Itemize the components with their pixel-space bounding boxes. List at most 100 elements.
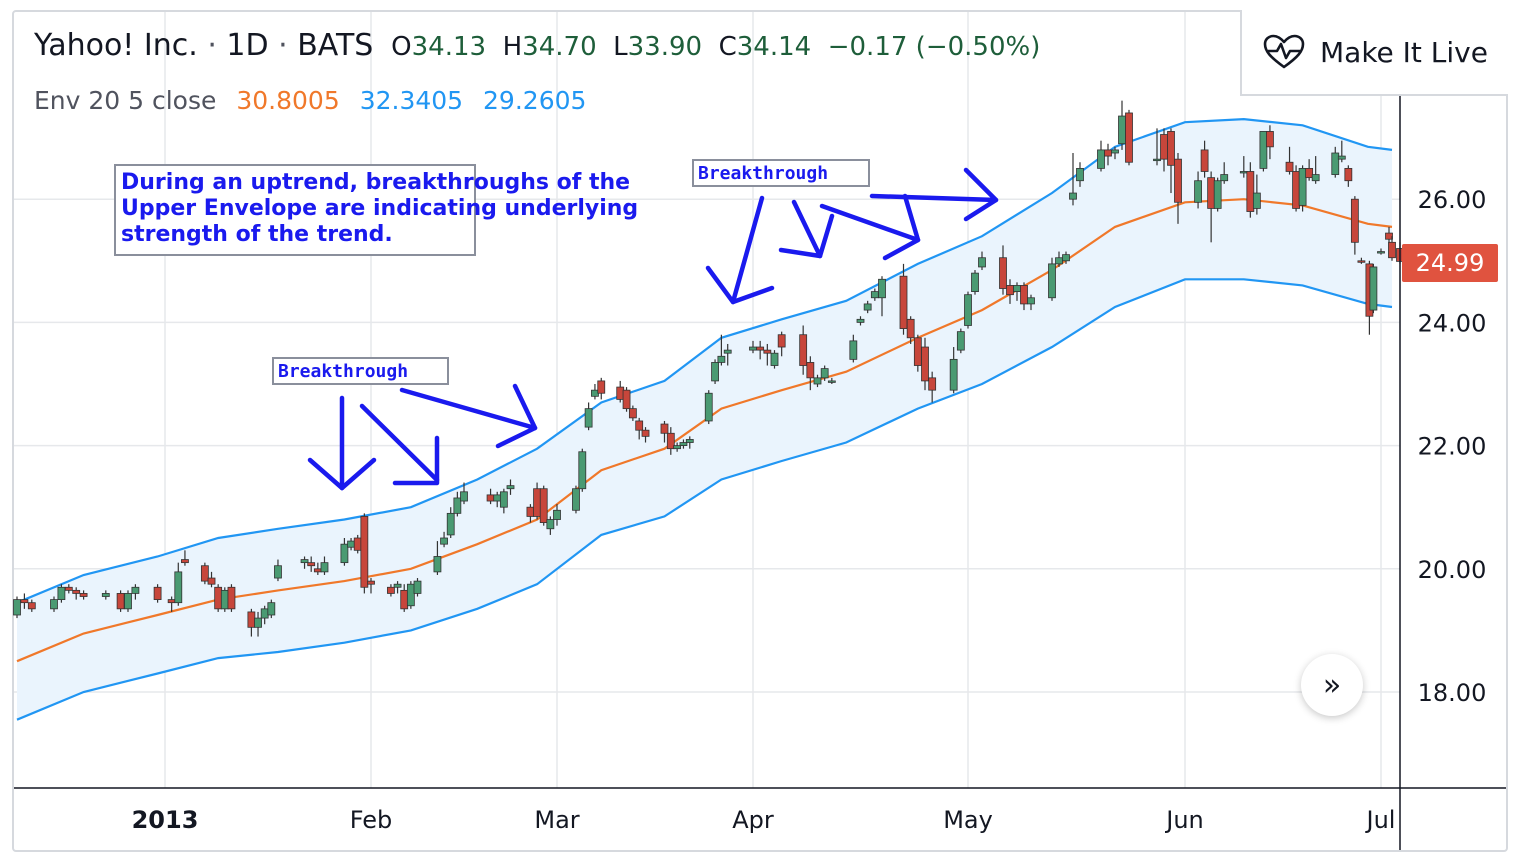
- candle-body: [499, 491, 508, 508]
- candle-body: [174, 571, 183, 604]
- candle-body: [153, 586, 162, 601]
- candle-body: [1213, 180, 1222, 209]
- ohlc-values: O34.13 H34.70 L33.90 C34.14 −0.17 (−0.50…: [391, 32, 1041, 62]
- candle-body: [622, 389, 631, 410]
- candle-body: [1174, 158, 1182, 203]
- annotation-breakthrough-1[interactable]: Breakthrough: [272, 357, 449, 385]
- candle-body: [1369, 266, 1378, 311]
- candle-body: [1259, 131, 1268, 169]
- annotation-arrowhead: [392, 435, 440, 486]
- candle-body: [533, 488, 541, 517]
- interval-label[interactable]: 1D: [226, 28, 269, 63]
- candle-body: [539, 488, 548, 524]
- candle-body: [1350, 198, 1359, 243]
- candle-body: [460, 491, 468, 502]
- indicator-legend[interactable]: Env 20 5 close 30.8005 32.3405 29.2605: [34, 86, 586, 115]
- last-price-tag: 24.99: [1402, 244, 1498, 282]
- high-value: 34.70: [522, 32, 597, 62]
- candle-body: [20, 599, 29, 604]
- annotation-breakthrough-2[interactable]: Breakthrough: [692, 159, 870, 187]
- candle-body: [72, 589, 81, 594]
- candle-body: [1207, 177, 1216, 209]
- candle-body: [666, 432, 675, 450]
- candle-body: [1266, 131, 1274, 148]
- candle-body: [1111, 149, 1119, 154]
- scroll-to-realtime-button[interactable]: »: [1301, 654, 1363, 716]
- candle-body: [493, 494, 502, 502]
- candle-body: [131, 586, 140, 594]
- candle-body: [597, 380, 606, 394]
- candle-body: [1194, 180, 1202, 203]
- indicator-name: Env 20 5 close: [34, 86, 217, 115]
- candle-body: [777, 334, 786, 348]
- x-tick-label: Feb: [350, 806, 393, 834]
- candle-body: [673, 445, 682, 450]
- candle-body: [313, 568, 322, 573]
- candle-body: [1246, 171, 1255, 212]
- candle-body: [1200, 149, 1209, 172]
- candle-body: [1069, 192, 1077, 200]
- candle-body: [167, 599, 176, 604]
- candle-body: [578, 451, 587, 490]
- basis-line: [16, 198, 1393, 663]
- candle-body: [1006, 285, 1014, 296]
- indicator-upper-value: 32.3405: [359, 86, 464, 115]
- candle-body: [827, 380, 836, 383]
- x-tick-label: Jun: [1164, 806, 1204, 834]
- candle-body: [856, 318, 865, 323]
- candle-body: [770, 352, 779, 366]
- candle-body: [1020, 285, 1028, 305]
- candle-body: [711, 362, 719, 382]
- y-tick-label: 22.00: [1418, 433, 1487, 461]
- candle-body: [274, 565, 282, 579]
- x-tick-label: 2013: [132, 806, 199, 834]
- candle-body: [220, 589, 229, 610]
- candle-body: [546, 519, 555, 530]
- candle-body: [1344, 167, 1353, 182]
- candle-body: [717, 355, 726, 363]
- x-tick-label: Jul: [1365, 806, 1396, 834]
- candle-body: [971, 272, 979, 292]
- candle-body: [400, 589, 409, 610]
- x-tick-label: Apr: [732, 806, 774, 834]
- candle-body: [863, 303, 872, 311]
- annotation-arrow: [819, 203, 921, 243]
- candle-body: [913, 337, 922, 366]
- make-it-live-label: Make It Live: [1320, 35, 1488, 69]
- candle-body: [453, 497, 462, 514]
- symbol-name[interactable]: Yahoo! Inc.: [34, 28, 198, 63]
- candle-body: [353, 537, 362, 551]
- x-tick-label: Mar: [534, 806, 579, 834]
- annotation-arrowhead: [882, 193, 921, 261]
- annotation-arrowhead: [705, 265, 775, 305]
- candle-body: [1311, 174, 1320, 182]
- candle-body: [200, 565, 209, 582]
- candle-body: [1013, 285, 1021, 293]
- candle-body: [101, 593, 110, 597]
- indicator-basis-value: 30.8005: [236, 86, 340, 115]
- open-value: 34.13: [411, 32, 487, 62]
- annotation-uptrend-note[interactable]: During an uptrend, breakthroughs of the …: [114, 164, 638, 256]
- candle-body: [307, 562, 316, 567]
- annotation-arrow: [869, 193, 999, 203]
- candle-body: [584, 408, 593, 428]
- annotation-arrowhead: [307, 457, 377, 491]
- double-chevron-right-icon: »: [1322, 667, 1342, 703]
- candle-body: [978, 257, 986, 268]
- candle-body: [1377, 251, 1385, 254]
- candle-body: [1305, 167, 1314, 179]
- candle-body: [79, 593, 88, 597]
- candle-body: [1357, 260, 1366, 263]
- candle-body: [870, 291, 879, 299]
- candle-body: [27, 602, 36, 610]
- candle-body: [367, 580, 375, 585]
- make-it-live-button[interactable]: Make It Live: [1240, 10, 1508, 96]
- candle-body: [440, 537, 448, 545]
- candle-body: [928, 377, 937, 391]
- candle-body: [413, 580, 422, 594]
- annotation-arrowhead: [495, 383, 538, 449]
- candle-body: [1097, 149, 1105, 169]
- candle-body: [1167, 131, 1175, 166]
- change-value: −0.17 (−0.50%): [827, 32, 1041, 62]
